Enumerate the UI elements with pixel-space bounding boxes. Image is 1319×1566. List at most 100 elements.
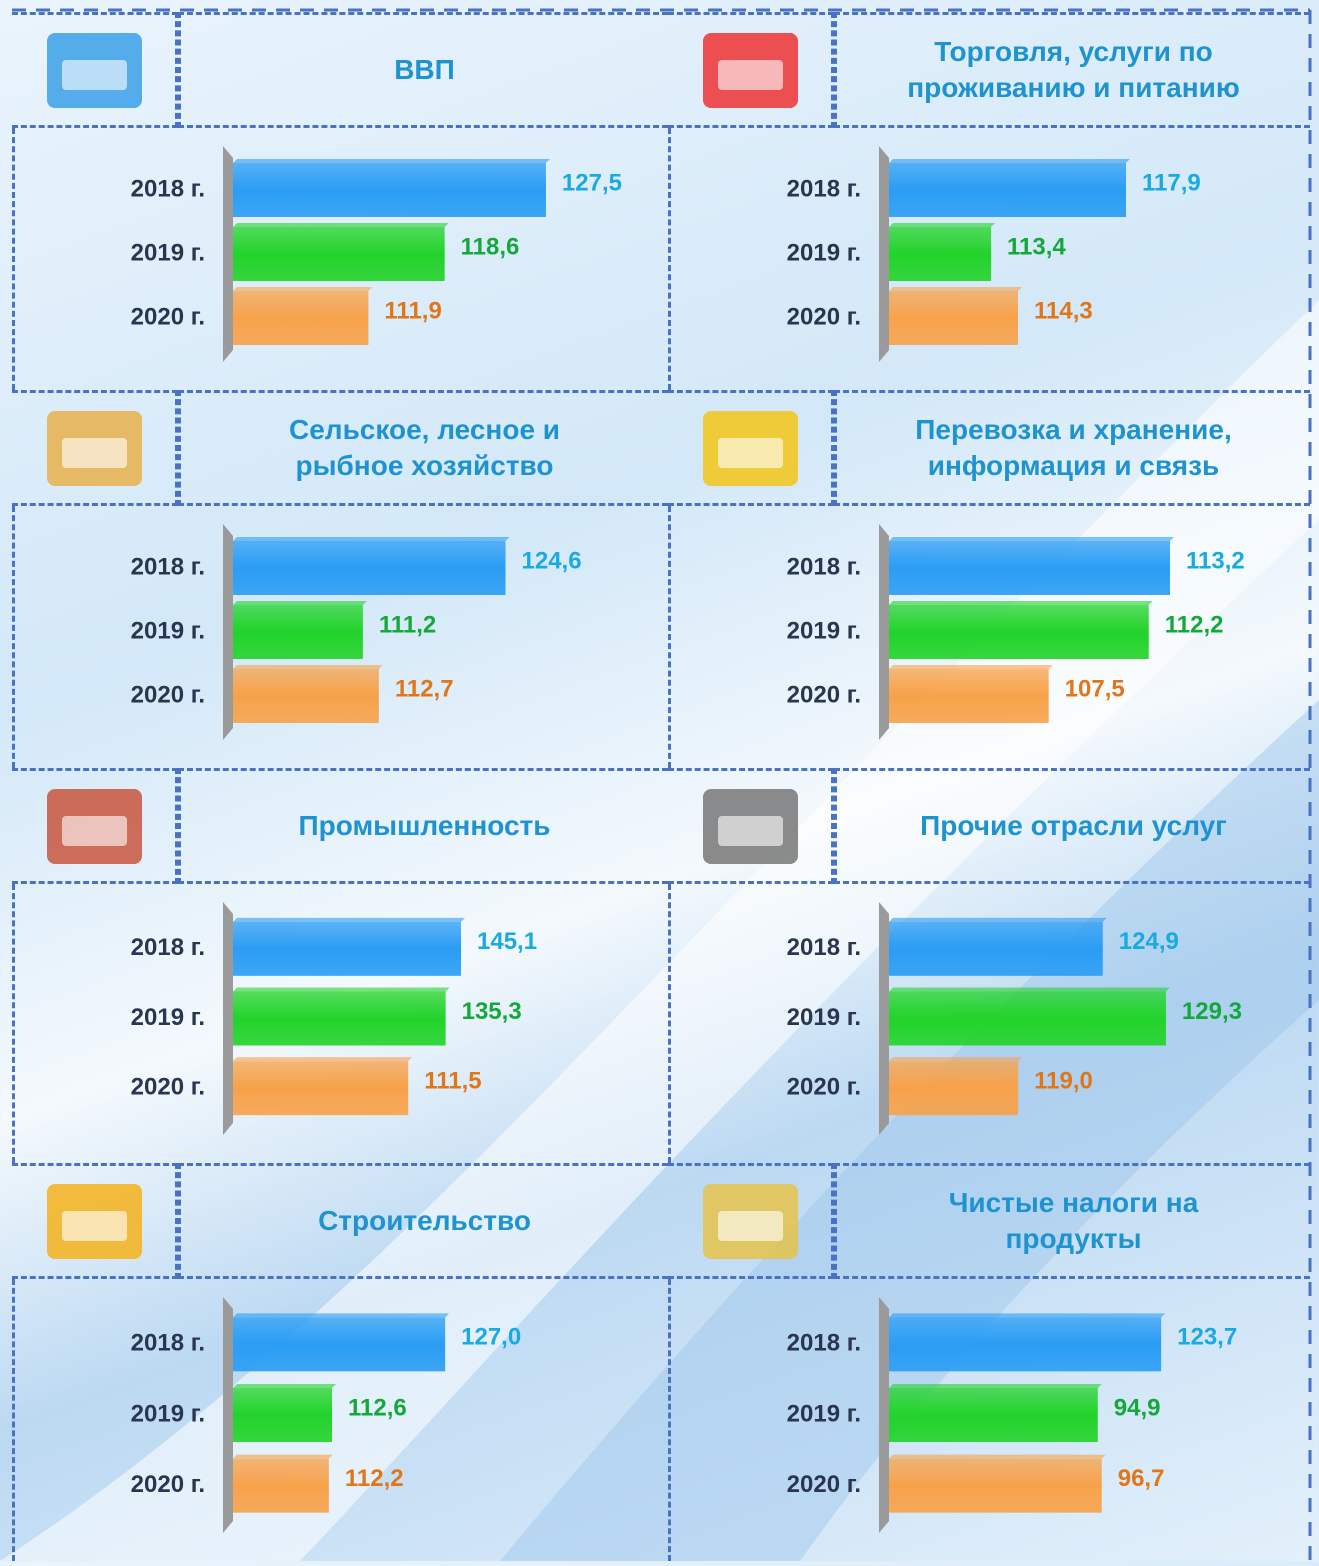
category-label: 2018 г. [131, 175, 205, 202]
bar-top [889, 601, 1153, 605]
category-label: 2019 г. [787, 1400, 861, 1427]
panel: ВВП 2018 г. 127,5 2019 г. 118,6 2020 г. 111,9 [12, 12, 668, 390]
bar-top [233, 537, 510, 541]
panel: Прочие отрасли услуг 2018 г. 124,9 2019 г. 1… [668, 768, 1310, 1163]
title-box: Чистые налоги на продукты [834, 1163, 1310, 1279]
value-label: 112,2 [345, 1465, 404, 1492]
title-box: ВВП [178, 12, 668, 128]
title-box: Сельское, лесное и рыбное хозяйство [178, 390, 668, 506]
bar [233, 1388, 332, 1442]
icon-shape [718, 816, 783, 846]
bar-chart: 2018 г. 124,9 2019 г. 129,3 2020 г. 119,0 [787, 902, 1242, 1135]
chart-box: 2018 г. 113,2 2019 г. 112,2 2020 г. 107,5 [668, 506, 1310, 768]
icon-box [12, 768, 178, 884]
axis-wall [223, 1297, 233, 1533]
value-label: 112,6 [348, 1394, 407, 1421]
value-label: 127,0 [461, 1324, 521, 1351]
panel-title: ВВП [394, 54, 455, 85]
panel: Чистые налоги на продукты 2018 г. 123,7 201… [668, 1163, 1310, 1561]
bar-chart: 2018 г. 145,1 2019 г. 135,3 2020 г. 111,5 [131, 902, 537, 1135]
bar-top [889, 1057, 1023, 1062]
icon [703, 789, 798, 864]
bar [889, 669, 1049, 723]
category-label: 2020 г. [131, 1471, 205, 1498]
bar [233, 1458, 329, 1513]
chart-box: 2018 г. 127,0 2019 г. 112,6 2020 г. 112,2 [12, 1279, 668, 1561]
category-label: 2019 г. [787, 617, 861, 644]
value-label: 111,2 [379, 611, 436, 638]
bar [233, 541, 506, 595]
bar [233, 669, 379, 723]
axis-wall [879, 902, 889, 1135]
category-label: 2018 г. [131, 1330, 205, 1357]
bar-top [233, 917, 466, 922]
bar-top [233, 1057, 413, 1062]
bar-top [233, 159, 550, 163]
bar-top [233, 223, 449, 227]
icon-shape [62, 438, 127, 468]
axis-wall [223, 902, 233, 1135]
icon-box [668, 1163, 834, 1279]
bar-top [889, 1454, 1106, 1459]
icon-box [12, 390, 178, 506]
panel-title: Торговля, услуги по проживанию и питанию [907, 36, 1240, 103]
value-label: 107,5 [1065, 675, 1125, 702]
panel: Сельское, лесное и рыбное хозяйство 2018 … [12, 390, 668, 768]
axis-wall [879, 524, 889, 740]
title-box: Промышленность [178, 768, 668, 884]
category-label: 2018 г. [131, 553, 205, 580]
bar-chart: 2018 г. 124,6 2019 г. 111,2 2020 г. 112,7 [131, 524, 582, 740]
chart-box: 2018 г. 124,9 2019 г. 129,3 2020 г. 119,0 [668, 884, 1310, 1163]
chart-box: 2018 г. 124,6 2019 г. 111,2 2020 г. 112,7 [12, 506, 668, 768]
icon [703, 411, 798, 486]
value-label: 118,6 [461, 233, 520, 260]
bar-top [233, 287, 373, 291]
category-label: 2019 г. [787, 239, 861, 266]
bar [233, 227, 445, 281]
panel: Перевозка и хранение, информация и связь… [668, 390, 1310, 768]
panel-title: Перевозка и хранение, информация и связь [915, 414, 1232, 481]
chart-box: 2018 г. 117,9 2019 г. 113,4 2020 г. 114,3 [668, 128, 1310, 390]
icon-box [668, 390, 834, 506]
value-label: 129,3 [1182, 998, 1242, 1025]
bar [889, 541, 1171, 595]
bar [889, 605, 1149, 659]
category-label: 2020 г. [787, 303, 861, 330]
bar [233, 991, 446, 1046]
bar-top [889, 987, 1170, 992]
bar-top [889, 537, 1175, 541]
icon [47, 411, 142, 486]
bar [233, 921, 462, 976]
value-label: 127,5 [562, 169, 622, 196]
bar-chart: 2018 г. 123,7 2019 г. 94,9 2020 г. 96,7 [787, 1297, 1237, 1533]
bar-top [233, 1454, 333, 1459]
bar [233, 1317, 446, 1372]
category-label: 2018 г. [787, 934, 861, 961]
bar-top [233, 987, 450, 992]
bar [889, 921, 1103, 976]
category-label: 2020 г. [787, 1471, 861, 1498]
bar-top [889, 665, 1053, 669]
bar-top [889, 223, 995, 227]
value-label: 96,7 [1118, 1465, 1165, 1492]
category-label: 2019 г. [131, 617, 205, 644]
bar-chart: 2018 г. 127,0 2019 г. 112,6 2020 г. 112,2 [131, 1297, 521, 1533]
panel-title: Сельское, лесное и рыбное хозяйство [288, 414, 561, 481]
icon-box [668, 768, 834, 884]
category-label: 2019 г. [131, 1400, 205, 1427]
icon-box [668, 12, 834, 128]
value-label: 113,2 [1186, 547, 1245, 574]
axis-wall [879, 1297, 889, 1533]
bar-top [889, 1384, 1102, 1388]
category-label: 2019 г. [787, 1004, 861, 1031]
value-label: 124,9 [1119, 928, 1179, 955]
bar-top [233, 601, 367, 605]
chart-box: 2018 г. 123,7 2019 г. 94,9 2020 г. 96,7 [668, 1279, 1310, 1561]
panel: Торговля, услуги по проживанию и питанию… [668, 12, 1310, 390]
bar-chart: 2018 г. 127,5 2019 г. 118,6 2020 г. 111,9 [131, 146, 622, 362]
icon-shape [62, 816, 127, 846]
bar [889, 291, 1018, 345]
category-label: 2018 г. [787, 553, 861, 580]
bar [889, 1388, 1098, 1442]
